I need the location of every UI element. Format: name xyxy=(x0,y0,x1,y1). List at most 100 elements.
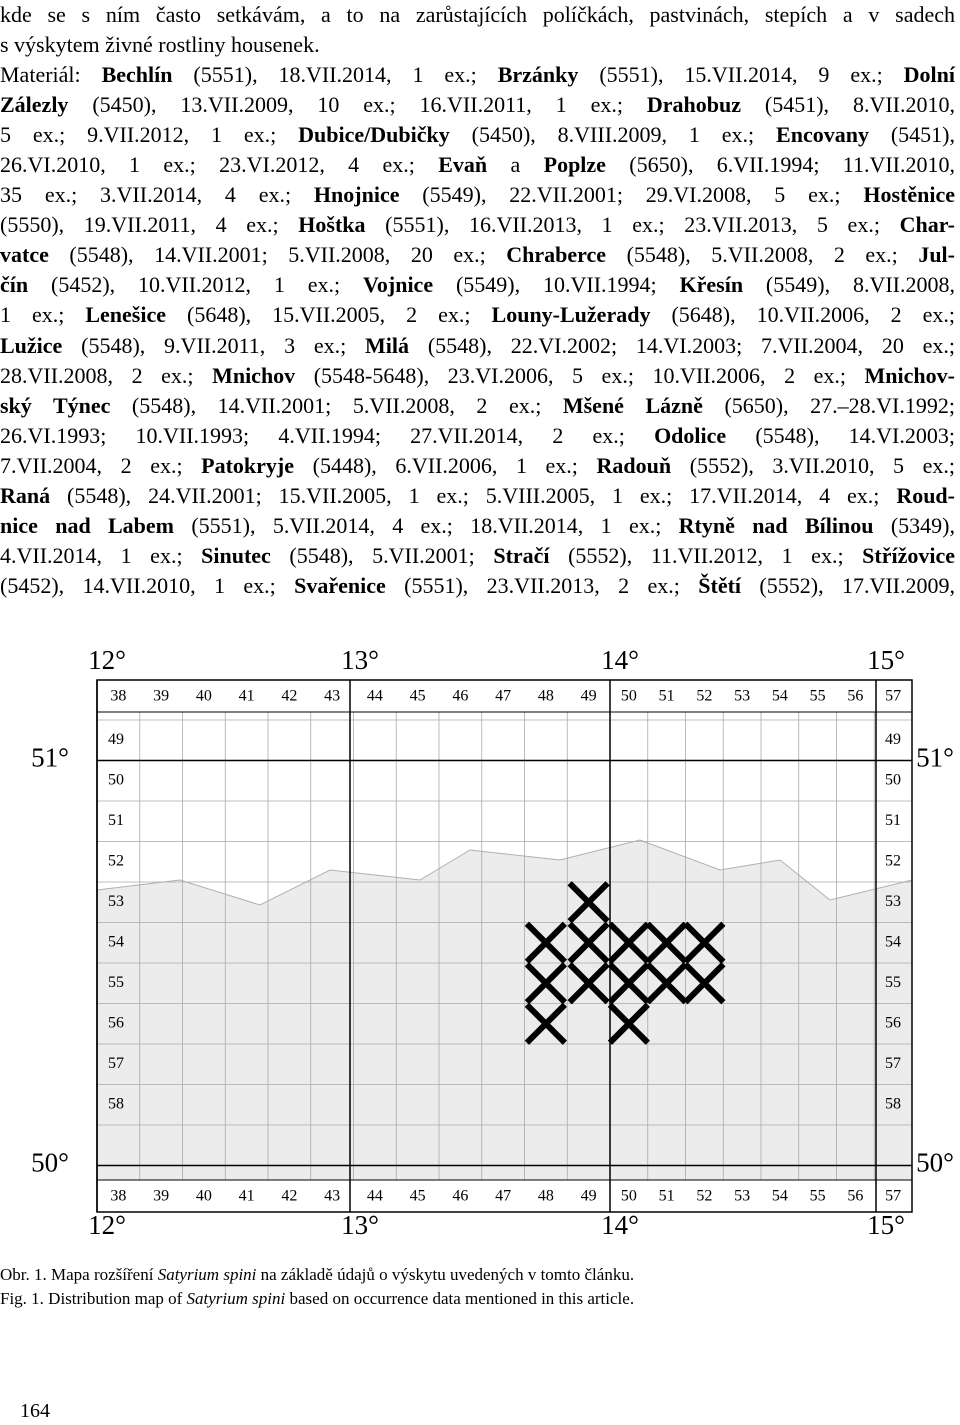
text-run: based on occurrence data mentioned in th… xyxy=(285,1289,635,1308)
longitude-label: 13° xyxy=(341,1210,379,1240)
column-label: 48 xyxy=(538,688,554,705)
row-label: 52 xyxy=(108,852,124,869)
text-line: (5550), 19.VII.2011, 4 ex.; Hoštka (5551… xyxy=(0,210,955,240)
figure-caption: Obr. 1. Mapa rozšíření Satyrium spini na… xyxy=(0,1263,634,1311)
row-label: 49 xyxy=(108,731,124,748)
bold-run: Roud- xyxy=(896,482,955,508)
text-line: nice nad Labem (5551), 5.VII.2014, 4 ex.… xyxy=(0,511,955,541)
longitude-label: 15° xyxy=(867,645,905,675)
bold-run: Hostěnice xyxy=(863,182,955,208)
text-line: Materiál: Bechlín (5551), 18.VII.2014, 1… xyxy=(0,60,955,90)
text-run: 1 ex.; xyxy=(0,302,86,328)
column-label: 57 xyxy=(885,1188,901,1205)
text-run: (5650), 27.–28.VI.1992; xyxy=(702,392,955,418)
text-run: (5551), 15.VII.2014, 9 ex.; xyxy=(578,62,904,88)
longitude-label: 15° xyxy=(867,1210,905,1240)
bold-run: Lužice xyxy=(0,332,63,358)
column-label: 56 xyxy=(847,1188,863,1205)
bold-run: Štětí xyxy=(698,572,742,598)
column-label: 38 xyxy=(110,688,126,705)
occurrence-cross xyxy=(524,921,567,964)
column-label: 39 xyxy=(153,688,169,705)
row-label: 50 xyxy=(885,771,901,788)
latitude-label: 50° xyxy=(31,1148,69,1178)
bold-run: Chraberce xyxy=(506,242,607,268)
column-label: 47 xyxy=(495,688,511,705)
bold-run: Raná xyxy=(0,482,51,508)
column-label: 44 xyxy=(367,688,383,705)
bold-run: Patokryje xyxy=(201,452,295,478)
column-label: 50 xyxy=(621,688,637,705)
row-label: 51 xyxy=(885,812,901,829)
column-label: 43 xyxy=(324,1188,340,1205)
text-run: s výskytem živné rostliny housenek. xyxy=(0,32,320,58)
column-label: 52 xyxy=(696,1188,712,1205)
bold-run: Stračí xyxy=(493,542,550,568)
text-line: 28.VII.2008, 2 ex.; Mnichov (5548-5648),… xyxy=(0,361,955,391)
text-line: 4.VII.2014, 1 ex.; Sinutec (5548), 5.VII… xyxy=(0,541,955,571)
text-line: ský Týnec (5548), 14.VII.2001; 5.VII.200… xyxy=(0,391,955,421)
text-run: (5548), 22.VI.2002; 14.VI.2003; 7.VII.20… xyxy=(409,332,955,358)
row-label: 50 xyxy=(108,771,124,788)
row-label: 52 xyxy=(885,852,901,869)
text-run: (5648), 10.VII.2006, 2 ex.; xyxy=(650,302,955,328)
occurrence-cross xyxy=(567,881,610,924)
occurrence-cross xyxy=(645,962,688,1005)
text-line: čín (5452), 10.VII.2012, 1 ex.; Vojnice … xyxy=(0,270,955,300)
bold-run: Mnichov xyxy=(212,362,296,388)
column-label: 51 xyxy=(659,1188,675,1205)
column-label: 46 xyxy=(452,1188,468,1205)
text-run: Fig. 1. Distribution map of xyxy=(0,1289,187,1308)
column-label: 55 xyxy=(810,1188,826,1205)
row-label: 57 xyxy=(885,1055,901,1072)
text-run: a xyxy=(487,152,544,178)
column-label: 41 xyxy=(239,1188,255,1205)
text-line: (5452), 14.VII.2010, 1 ex.; Svařenice (5… xyxy=(0,571,955,601)
column-label: 42 xyxy=(281,688,297,705)
bold-run: Radouň xyxy=(596,452,672,478)
bold-run: Křesín xyxy=(679,272,744,298)
column-label: 49 xyxy=(581,1188,597,1205)
text-run: 28.VII.2008, 2 ex.; xyxy=(0,362,213,388)
text-run: (5549), 10.VII.1994; xyxy=(433,272,680,298)
column-label: 40 xyxy=(196,1188,212,1205)
text-run: Materiál: xyxy=(0,62,102,88)
bold-run: Sinutec xyxy=(201,542,271,568)
bold-run: Brzánky xyxy=(497,62,579,88)
row-label: 58 xyxy=(108,1095,124,1112)
text-run: (5551), 5.VII.2014, 4 ex.; 18.VII.2014, … xyxy=(174,512,679,538)
row-label: 57 xyxy=(108,1055,124,1072)
column-label: 44 xyxy=(367,1188,383,1205)
bold-run: Vojnice xyxy=(363,272,434,298)
bold-run: Char- xyxy=(899,212,955,238)
row-label: 53 xyxy=(885,893,901,910)
text-line: Lužice (5548), 9.VII.2011, 3 ex.; Milá (… xyxy=(0,331,955,361)
text-run: (5548), 5.VII.2008, 2 ex.; xyxy=(606,242,919,268)
row-label: 58 xyxy=(885,1095,901,1112)
column-label: 42 xyxy=(281,1188,297,1205)
bold-run: Encovany xyxy=(776,122,869,148)
text-line: kde se s ním často setkávám, a to na zar… xyxy=(0,0,955,30)
bold-run: Mnichov- xyxy=(864,362,955,388)
bold-run: vatce xyxy=(0,242,49,268)
text-run: (5450), 8.VIII.2009, 1 ex.; xyxy=(449,122,777,148)
occurrence-cross xyxy=(524,962,567,1005)
text-run: (5552), 3.VII.2010, 5 ex.; xyxy=(671,452,956,478)
column-label: 38 xyxy=(110,1188,126,1205)
column-label: 54 xyxy=(772,1188,788,1205)
bold-run: čín xyxy=(0,272,29,298)
text-run: 7.VII.2004, 2 ex.; xyxy=(0,452,202,478)
text-run: kde se s ním často setkávám, a to na zar… xyxy=(0,2,955,27)
longitude-label: 14° xyxy=(601,645,639,675)
text-run: (5450), 13.VII.2009, 10 ex.; 16.VII.2011… xyxy=(68,92,647,118)
column-label: 45 xyxy=(410,688,426,705)
text-run: na základě údajů o výskytu uvedených v t… xyxy=(256,1265,635,1284)
bold-run: Svařenice xyxy=(294,572,386,598)
column-label: 53 xyxy=(734,688,750,705)
text-run: Obr. 1. Mapa rozšíření xyxy=(0,1265,158,1284)
text-run: (5550), 19.VII.2011, 4 ex.; xyxy=(0,212,299,238)
bold-run: Evaň xyxy=(438,152,488,178)
bold-run: Jul- xyxy=(918,242,955,268)
text-run: 35 ex.; 3.VII.2014, 4 ex.; xyxy=(0,182,314,208)
row-label: 56 xyxy=(885,1014,901,1031)
